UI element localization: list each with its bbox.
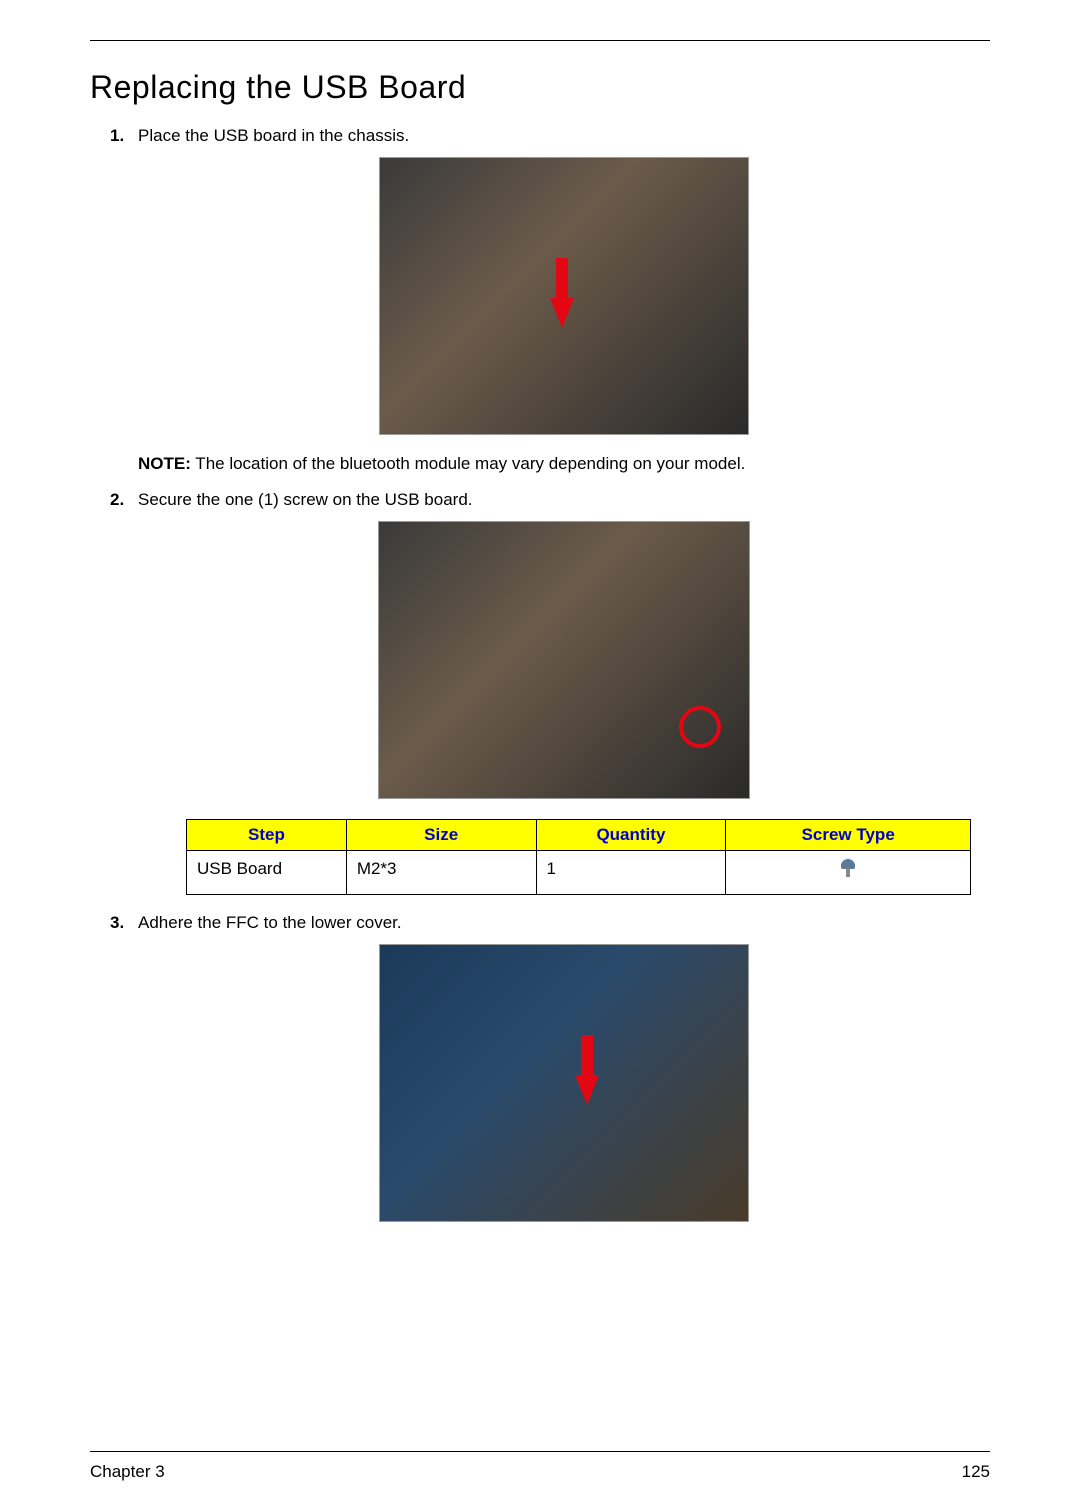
th-quantity: Quantity bbox=[536, 819, 726, 851]
footer-right: 125 bbox=[962, 1462, 990, 1482]
th-step: Step bbox=[187, 819, 347, 851]
step-2: Secure the one (1) screw on the USB boar… bbox=[90, 488, 990, 895]
steps-list: Place the USB board in the chassis. NOTE… bbox=[90, 124, 990, 1229]
td-step: USB Board bbox=[187, 851, 347, 895]
note-text: The location of the bluetooth module may… bbox=[191, 454, 745, 473]
footer-left: Chapter 3 bbox=[90, 1462, 165, 1482]
footer: Chapter 3 125 bbox=[90, 1462, 990, 1482]
note-label: NOTE: bbox=[138, 454, 191, 473]
step-1-text: Place the USB board in the chassis. bbox=[138, 126, 409, 145]
table-header-row: Step Size Quantity Screw Type bbox=[187, 819, 971, 851]
figure-2-image bbox=[378, 521, 750, 799]
figure-3 bbox=[138, 944, 990, 1230]
step-3-text: Adhere the FFC to the lower cover. bbox=[138, 913, 402, 932]
figure-2 bbox=[138, 521, 990, 807]
step-3: Adhere the FFC to the lower cover. bbox=[90, 911, 990, 1229]
rule-top bbox=[90, 40, 990, 41]
figure-1-image bbox=[379, 157, 749, 435]
td-screw-type bbox=[726, 851, 971, 895]
td-size: M2*3 bbox=[346, 851, 536, 895]
th-size: Size bbox=[346, 819, 536, 851]
red-arrow-icon bbox=[575, 1075, 599, 1105]
note: NOTE: The location of the bluetooth modu… bbox=[90, 454, 990, 474]
th-screw-type: Screw Type bbox=[726, 819, 971, 851]
td-qty: 1 bbox=[536, 851, 726, 895]
red-circle-icon bbox=[679, 706, 721, 748]
screw-icon bbox=[833, 857, 863, 879]
red-arrow-icon bbox=[550, 298, 574, 328]
step-2-text: Secure the one (1) screw on the USB boar… bbox=[138, 490, 473, 509]
screw-table: Step Size Quantity Screw Type USB Board … bbox=[186, 819, 971, 896]
figure-1 bbox=[138, 157, 990, 443]
step-1: Place the USB board in the chassis. bbox=[90, 124, 990, 442]
table-row: USB Board M2*3 1 bbox=[187, 851, 971, 895]
rule-bottom bbox=[90, 1451, 990, 1452]
figure-3-image bbox=[379, 944, 749, 1222]
page-title: Replacing the USB Board bbox=[90, 69, 990, 106]
